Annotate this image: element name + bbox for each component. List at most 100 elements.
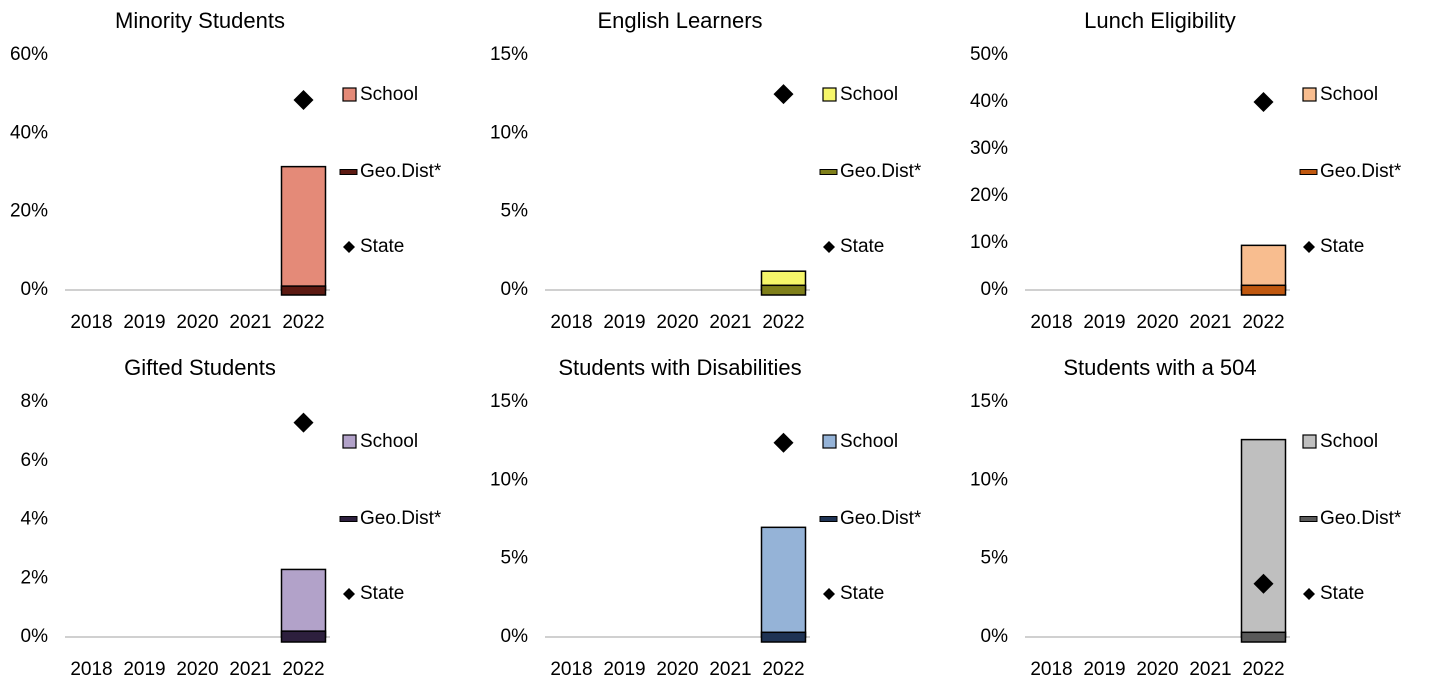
school-bar: [280, 568, 327, 638]
chart-panel: Students with a 504 0% 5% 10% 15% 2018 2019 202…: [970, 355, 1402, 679]
legend-label: State: [1320, 236, 1364, 257]
legend-label: School: [360, 431, 418, 452]
chart-title: English Learners: [597, 8, 762, 33]
x-tick-label: 2020: [656, 312, 698, 333]
x-tick-label: 2019: [603, 312, 645, 333]
geo-dist-bar: [760, 631, 807, 643]
y-tick-label: 10%: [490, 122, 528, 143]
x-tick-label: 2020: [176, 659, 218, 679]
school-bar: [1240, 244, 1287, 291]
x-tick-label: 2020: [176, 312, 218, 333]
y-tick-label: 60%: [10, 44, 48, 65]
x-tick-label: 2018: [70, 312, 112, 333]
chart-panel: Students with Disabilities 0% 5% 10% 15% 2018…: [490, 355, 922, 679]
chart-panel: Minority Students 0% 20% 40% 60% 2018 2019 2020…: [10, 8, 442, 333]
geo-dist-bar: [280, 630, 327, 643]
y-tick-label: 8%: [21, 391, 49, 412]
state-marker: [773, 84, 794, 105]
legend-swatch: [343, 588, 355, 600]
x-tick-label: 2022: [762, 659, 804, 679]
y-tick-label: 15%: [490, 391, 528, 412]
y-tick-label: 0%: [501, 279, 529, 300]
legend-label: School: [840, 431, 898, 452]
chart-title: Gifted Students: [124, 355, 276, 380]
x-tick-label: 2018: [550, 312, 592, 333]
x-tick-label: 2021: [709, 659, 751, 679]
y-tick-label: 15%: [490, 44, 528, 65]
legend-label: Geo.Dist*: [1320, 508, 1402, 529]
legend-swatch: [343, 241, 355, 253]
y-tick-label: 50%: [970, 44, 1008, 65]
legend-swatch: [342, 87, 357, 102]
state-marker: [1253, 92, 1274, 112]
y-tick-label: 40%: [970, 91, 1008, 112]
y-tick-label: 0%: [21, 626, 49, 647]
state-marker: [293, 90, 314, 111]
x-tick-label: 2019: [123, 312, 165, 333]
legend-label: Geo.Dist*: [840, 161, 922, 182]
chart-panel: English Learners 0% 5% 10% 15% 2018 2019 2020 20…: [490, 8, 922, 333]
legend-label: School: [1320, 431, 1378, 452]
school-bar: [760, 526, 807, 638]
y-tick-label: 0%: [21, 279, 49, 300]
legend-swatch: [1302, 434, 1317, 449]
x-tick-label: 2018: [1030, 312, 1072, 333]
legend-swatch: [823, 241, 835, 253]
x-tick-label: 2022: [282, 659, 324, 679]
legend-swatch: [819, 516, 838, 522]
chart-title: Minority Students: [115, 8, 285, 33]
x-tick-label: 2018: [70, 659, 112, 679]
legend-swatch: [1303, 241, 1315, 253]
y-tick-label: 0%: [501, 626, 529, 647]
legend-swatch: [1299, 516, 1318, 522]
legend-label: School: [360, 84, 418, 105]
x-tick-label: 2019: [603, 659, 645, 679]
legend-label: Geo.Dist*: [1320, 161, 1402, 182]
x-tick-label: 2019: [1083, 659, 1125, 679]
x-tick-label: 2021: [229, 659, 271, 679]
legend-swatch: [823, 588, 835, 600]
legend-label: School: [840, 84, 898, 105]
legend-label: State: [360, 236, 404, 257]
x-tick-label: 2018: [550, 659, 592, 679]
y-tick-label: 5%: [501, 548, 529, 569]
legend-label: Geo.Dist*: [360, 508, 442, 529]
legend-swatch: [339, 516, 358, 522]
y-tick-label: 20%: [970, 185, 1008, 206]
geo-dist-bar: [760, 284, 807, 296]
school-bar: [1240, 438, 1287, 638]
y-tick-label: 5%: [981, 548, 1009, 569]
x-tick-label: 2022: [762, 312, 804, 333]
x-tick-label: 2020: [1136, 659, 1178, 679]
state-marker: [1253, 573, 1274, 594]
state-marker: [293, 412, 314, 433]
y-tick-label: 20%: [10, 201, 48, 222]
legend-label: Geo.Dist*: [360, 161, 442, 182]
legend-swatch: [822, 87, 837, 102]
x-tick-label: 2018: [1030, 659, 1072, 679]
chart-panel: Lunch Eligibility 0% 10% 20% 30% 40% 50% 2018 20…: [970, 8, 1402, 333]
y-tick-label: 2%: [21, 567, 49, 588]
y-tick-label: 4%: [21, 509, 49, 530]
y-tick-label: 10%: [490, 469, 528, 490]
legend-swatch: [819, 169, 838, 175]
y-tick-label: 10%: [970, 232, 1008, 253]
x-tick-label: 2022: [282, 312, 324, 333]
x-tick-label: 2019: [123, 659, 165, 679]
geo-dist-bar: [1240, 284, 1287, 296]
legend-swatch: [339, 169, 358, 175]
y-tick-label: 15%: [970, 391, 1008, 412]
y-tick-label: 6%: [21, 450, 49, 471]
x-tick-label: 2021: [709, 312, 751, 333]
x-tick-label: 2022: [1242, 312, 1284, 333]
y-tick-label: 10%: [970, 469, 1008, 490]
chart-title: Lunch Eligibility: [1084, 8, 1236, 33]
geo-dist-bar: [1240, 631, 1287, 643]
legend-label: State: [360, 583, 404, 604]
chart-panel: Gifted Students 0% 2% 4% 6% 8% 2018 2019 2020 202…: [21, 355, 442, 679]
x-tick-label: 2019: [1083, 312, 1125, 333]
legend-label: School: [1320, 84, 1378, 105]
x-tick-label: 2020: [656, 659, 698, 679]
legend-label: State: [840, 236, 884, 257]
chart-title: Students with Disabilities: [558, 355, 801, 380]
